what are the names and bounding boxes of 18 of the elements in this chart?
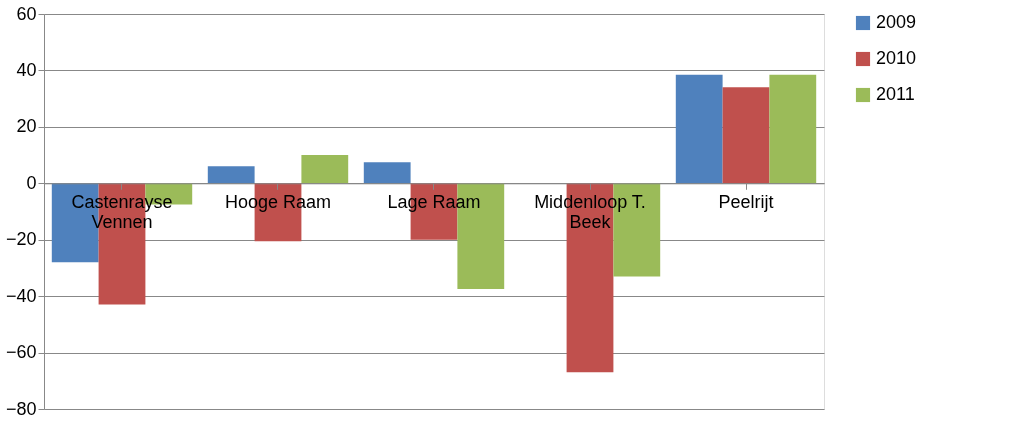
legend-label: 2011 (876, 84, 915, 104)
y-tick-label: −20 (5, 229, 37, 250)
bar (363, 162, 411, 184)
y-tick-label: 0 (26, 172, 37, 193)
y-tick-label: 20 (16, 116, 37, 137)
bar (675, 74, 723, 184)
bar (301, 155, 349, 184)
legend-label: 2009 (876, 12, 917, 32)
bar (207, 166, 255, 184)
y-tick-label: −60 (5, 342, 37, 363)
y-tick-label: 60 (16, 3, 37, 24)
legend-label: 2010 (876, 48, 917, 68)
y-tick-label: 40 (16, 59, 37, 80)
y-tick-label: −80 (5, 398, 37, 419)
x-tick-label: Peelrijt (718, 191, 774, 212)
bar (769, 74, 817, 184)
bar (722, 87, 770, 184)
y-tick-label: −40 (5, 285, 37, 306)
